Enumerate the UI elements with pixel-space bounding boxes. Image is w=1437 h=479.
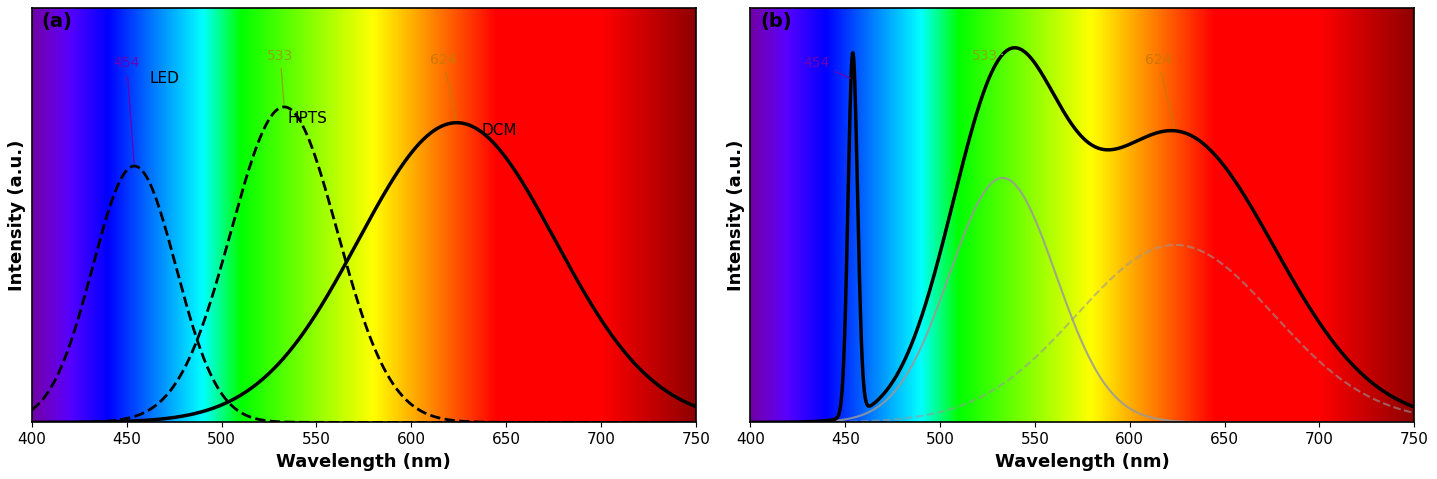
Text: 624: 624 [430,53,457,120]
Text: 454: 454 [114,57,139,163]
Text: (a): (a) [42,12,73,32]
Y-axis label: Intensity (a.u.): Intensity (a.u.) [9,140,26,291]
Text: 533: 533 [973,48,1003,63]
Text: 624: 624 [1145,53,1174,128]
Text: 533: 533 [267,48,293,104]
X-axis label: Wavelength (nm): Wavelength (nm) [276,453,451,471]
Text: DCM: DCM [481,123,517,137]
Text: (b): (b) [760,12,792,32]
Text: 454: 454 [803,57,851,78]
Text: HPTS: HPTS [287,111,328,125]
Y-axis label: Intensity (a.u.): Intensity (a.u.) [727,140,744,291]
Text: LED: LED [149,71,180,86]
X-axis label: Wavelength (nm): Wavelength (nm) [994,453,1170,471]
